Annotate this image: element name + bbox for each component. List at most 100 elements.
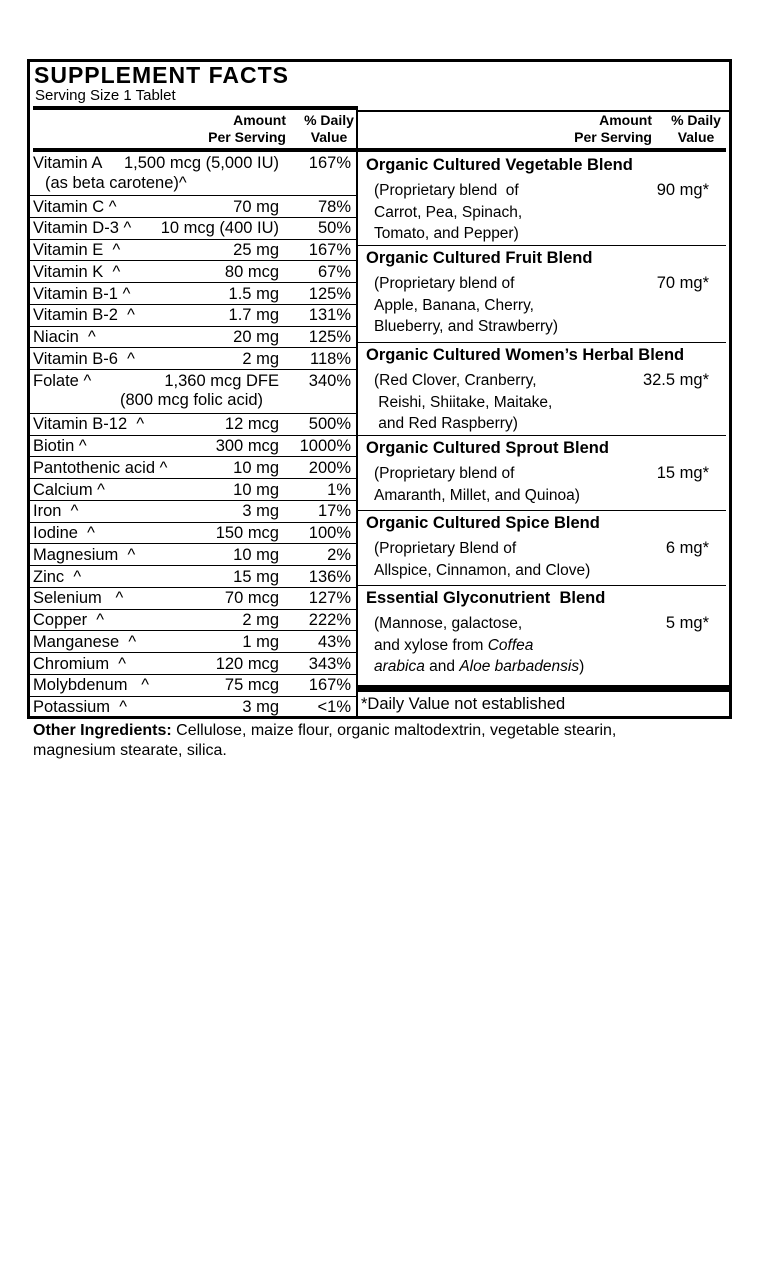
label-border-bottom: [27, 716, 732, 719]
label-border-top: [27, 59, 732, 62]
column-divider: [356, 110, 358, 718]
row-rule: [30, 216, 356, 218]
blend-name: Organic Cultured Fruit Blend: [366, 249, 593, 267]
daily-value-header: % Daily: [304, 112, 354, 128]
row-rule: [30, 521, 356, 523]
row-rule: [30, 543, 356, 545]
blend-rule: [358, 342, 726, 343]
nutrient-amount: 3 mg: [242, 698, 279, 717]
row-rule: [30, 695, 356, 697]
nutrient-name: Vitamin B-1 ^: [33, 284, 131, 303]
blend-rule: [358, 585, 726, 586]
row-rule: [30, 195, 356, 197]
nutrient-amount: 25 mg: [233, 241, 279, 260]
nutrient-amount: 80 mcg: [224, 262, 279, 281]
nutrient-daily-value: 2%: [327, 545, 351, 564]
nutrient-name: Vitamin E ^: [33, 241, 121, 260]
nutrient-name: Calcium ^: [33, 480, 105, 499]
label-border-right: [729, 59, 732, 719]
blend-description: (Red Clover, Cranberry,: [374, 372, 537, 389]
amount-header: Per Serving: [574, 129, 652, 145]
nutrient-amount: 1,360 mcg DFE: [164, 371, 279, 390]
nutrient-name: Niacin ^: [33, 328, 96, 347]
nutrient-daily-value: 17%: [317, 502, 351, 521]
nutrient-amount: 10 mg: [233, 545, 279, 564]
row-rule: [30, 673, 356, 675]
nutrient-daily-value: 78%: [317, 197, 351, 216]
nutrient-amount: 15 mg: [233, 567, 279, 586]
other-ingredients: Other Ingredients: Cellulose, maize flou…: [33, 721, 693, 761]
nutrient-amount: 10 mg: [233, 458, 279, 477]
row-rule: [30, 565, 356, 567]
nutrient-daily-value: 222%: [308, 611, 351, 630]
nutrient-note: (as beta carotene)^: [45, 173, 187, 192]
row-rule: [30, 303, 356, 305]
nutrient-daily-value: 131%: [308, 306, 351, 325]
nutrient-amount: 120 mcg: [215, 654, 279, 673]
text: and: [424, 658, 460, 675]
nutrient-daily-value: 43%: [317, 632, 351, 651]
other-ingredients-label: Other Ingredients:: [33, 722, 172, 739]
blend-description: (Mannose, galactose,: [374, 615, 523, 632]
blend-name: Organic Cultured Vegetable Blend: [366, 156, 633, 174]
nutrient-daily-value: 500%: [308, 415, 351, 434]
blend-name: Organic Cultured Sprout Blend: [366, 439, 609, 457]
nutrient-daily-value: 125%: [308, 284, 351, 303]
row-rule: [30, 238, 356, 240]
nutrient-name: Iron ^: [33, 502, 79, 521]
nutrient-name: Folate ^: [33, 371, 92, 390]
blend-description: and xylose from Coffea: [374, 636, 533, 654]
text: and xylose from: [374, 636, 488, 654]
nutrient-name: Vitamin C ^: [33, 197, 117, 216]
row-rule: [30, 499, 356, 501]
nutrient-name: Manganese ^: [33, 632, 137, 651]
blend-rule: [358, 245, 726, 246]
amount-header: Amount: [599, 112, 652, 128]
nutrient-name: Pantothenic acid ^: [33, 458, 168, 477]
blend-description: Amaranth, Millet, and Quinoa): [374, 486, 580, 504]
blend-description: (Proprietary blend of: [374, 182, 519, 199]
row-rule: [30, 347, 356, 349]
blend-amount: 15 mg*: [656, 464, 709, 482]
blend-amount: 32.5 mg*: [642, 371, 709, 389]
footnote: *Daily Value not established: [361, 695, 566, 713]
rule-right-top: [357, 110, 729, 112]
nutrient-name: Copper ^: [33, 611, 105, 630]
other-ingredients-text: Cellulose, maize flour, organic maltodex…: [33, 722, 617, 759]
nutrient-daily-value: 1%: [327, 480, 351, 499]
nutrient-amount: 10 mg: [233, 480, 279, 499]
row-rule: [30, 608, 356, 610]
nutrient-name: Vitamin B-12 ^: [33, 415, 145, 434]
nutrient-amount: 1.5 mg: [228, 284, 279, 303]
nutrient-amount: 1 mg: [242, 632, 279, 651]
nutrient-amount: 300 mcg: [215, 437, 279, 455]
nutrient-amount: 150 mcg: [215, 524, 279, 543]
blend-description: and Red Raspberry): [374, 415, 518, 432]
row-rule: [30, 478, 356, 480]
nutrient-daily-value: 167%: [308, 154, 351, 172]
row-rule: [30, 630, 356, 632]
nutrient-amount: 70 mcg: [224, 589, 279, 608]
nutrient-name: Vitamin D-3 ^: [33, 219, 132, 238]
blend-amount: 6 mg*: [665, 539, 709, 557]
nutrient-name: Vitamin B-2 ^: [33, 306, 135, 325]
nutrient-name: Zinc ^: [33, 567, 82, 586]
nutrient-daily-value: 167%: [308, 676, 351, 695]
blend-name: Organic Cultured Spice Blend: [366, 514, 600, 532]
nutrient-amount: 3 mg: [242, 502, 279, 521]
blend-description: (Proprietary Blend of: [374, 540, 517, 557]
row-rule: [30, 456, 356, 458]
nutrient-daily-value: 100%: [308, 524, 351, 543]
row-rule: [30, 325, 356, 327]
nutrient-name: Biotin ^: [33, 437, 87, 455]
nutrient-amount: 1.7 mg: [228, 306, 279, 325]
daily-value-header: Value: [677, 129, 715, 145]
nutrient-name: Potassium ^: [33, 698, 127, 717]
nutrient-name: Chromium ^: [33, 654, 127, 673]
italic-text: Aloe barbadensis: [459, 658, 580, 675]
blend-description: Reishi, Shiitake, Maitake,: [374, 393, 553, 411]
nutrient-amount: 75 mcg: [224, 676, 279, 695]
blend-description: Allspice, Cinnamon, and Clove): [374, 561, 591, 579]
nutrient-name: Iodine ^: [33, 524, 95, 543]
nutrient-name: Selenium ^: [33, 589, 124, 608]
